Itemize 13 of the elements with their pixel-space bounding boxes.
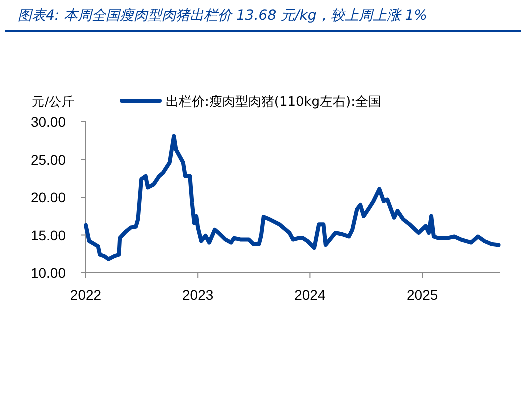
y-tick-label: 30.00 (30, 114, 66, 130)
y-tick-label: 20.00 (30, 190, 66, 206)
y-tick-label: 10.00 (30, 265, 66, 281)
chart-title: 图表4: 本周全国瘦肉型肉猪出栏价 13.68 元/kg，较上周上涨 1% (18, 8, 428, 24)
x-tick-label: 2023 (182, 287, 214, 303)
y-tick-label: 25.00 (30, 152, 66, 168)
legend-label: 出栏价:瘦肉型肉猪(110kg左右):全国 (166, 95, 382, 110)
y-tick-label: 15.00 (30, 227, 66, 244)
x-tick-label: 2024 (294, 287, 326, 303)
line-series (84, 134, 501, 262)
x-tick-label: 2025 (407, 287, 438, 303)
x-tick-label: 2022 (70, 287, 102, 303)
y-axis-title: 元/公斤 (32, 94, 76, 109)
